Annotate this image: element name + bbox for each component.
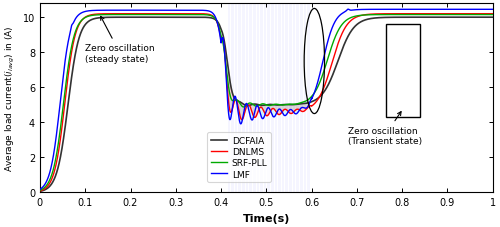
LMF [305, 106, 311, 109]
DCFAIA [324, 85, 330, 88]
DCFAIA [397, 17, 403, 20]
LMF [324, 41, 330, 44]
DNLMS [305, 106, 311, 109]
Text: Zero oscillation
(Transient state): Zero oscillation (Transient state) [348, 112, 422, 146]
DNLMS [60, 120, 66, 123]
Legend: DCFAIA, DNLMS, SRF-PLL, LMF: DCFAIA, DNLMS, SRF-PLL, LMF [208, 133, 271, 183]
DNLMS [490, 13, 496, 16]
LMF [345, 9, 351, 12]
DNLMS [324, 76, 330, 79]
Line: SRF-PLL: SRF-PLL [40, 15, 493, 190]
LMF [490, 9, 496, 12]
DCFAIA [372, 17, 378, 20]
DCFAIA [60, 143, 66, 146]
DCFAIA [305, 102, 311, 105]
SRF-PLL [397, 14, 403, 17]
DNLMS [372, 13, 378, 16]
LMF [201, 10, 207, 13]
SRF-PLL [372, 14, 378, 17]
DNLMS [37, 190, 43, 192]
SRF-PLL [60, 109, 66, 112]
DNLMS [201, 13, 207, 16]
SRF-PLL [324, 59, 330, 61]
SRF-PLL [305, 99, 311, 102]
Line: DNLMS: DNLMS [40, 15, 493, 191]
Line: LMF: LMF [40, 10, 493, 190]
DNLMS [397, 13, 403, 16]
DCFAIA [37, 190, 43, 193]
LMF [372, 9, 378, 12]
Bar [386, 25, 420, 118]
LMF [37, 188, 43, 191]
DCFAIA [201, 17, 207, 20]
SRF-PLL [37, 189, 43, 192]
LMF [397, 9, 403, 12]
Line: DCFAIA: DCFAIA [40, 18, 493, 192]
Text: Zero oscillation
(steady state): Zero oscillation (steady state) [85, 17, 155, 64]
DCFAIA [490, 17, 496, 20]
SRF-PLL [201, 14, 207, 17]
X-axis label: Time(s): Time(s) [242, 213, 290, 223]
Y-axis label: Average load current($\mathit{i}_{lavg}$) in (A): Average load current($\mathit{i}_{lavg}$… [4, 25, 18, 171]
LMF [60, 79, 66, 82]
SRF-PLL [490, 14, 496, 17]
